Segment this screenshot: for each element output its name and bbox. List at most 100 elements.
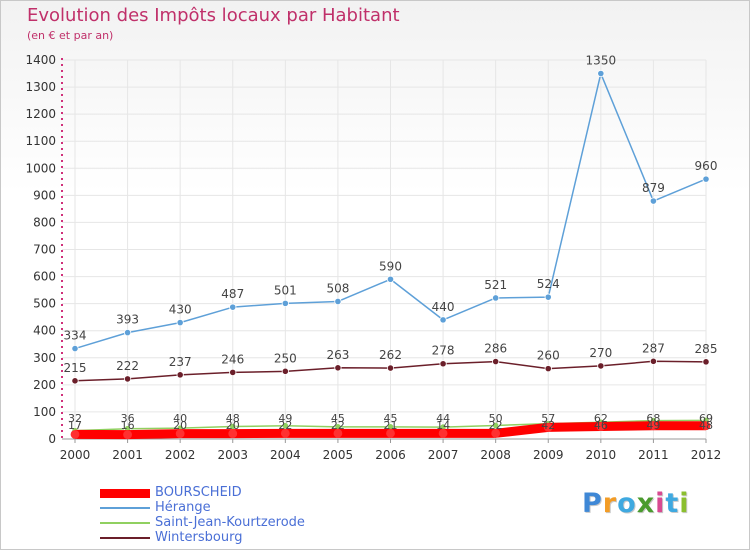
data-label: 278	[432, 344, 455, 358]
y-tick-label: 100	[33, 405, 56, 419]
data-label: 68	[646, 412, 660, 425]
data-point-h-range	[334, 297, 342, 306]
data-label: 62	[594, 412, 608, 425]
data-label: 334	[64, 329, 87, 343]
data-point-h-range	[281, 299, 289, 307]
data-point-wintersbourg	[649, 357, 658, 365]
legend-item: Saint-Jean-Kourtzerode	[100, 515, 420, 530]
x-tick-label: 2005	[323, 448, 354, 462]
data-point-h-range	[649, 197, 658, 205]
data-point-wintersbourg	[281, 367, 289, 375]
data-label: 250	[274, 351, 297, 365]
data-point-bourscheid	[596, 422, 606, 431]
y-tick-label: 1400	[25, 53, 56, 67]
data-label: 49	[278, 412, 292, 425]
data-label: 430	[169, 303, 192, 317]
legend-item: BOURSCHEID	[100, 485, 420, 500]
data-label: 69	[699, 412, 713, 425]
data-label: 36	[121, 412, 135, 425]
data-point-h-range	[176, 318, 184, 327]
data-label: 14	[436, 419, 450, 432]
data-point-wintersbourg	[439, 360, 447, 368]
data-label: 46	[594, 419, 608, 432]
data-label: 17	[68, 419, 82, 432]
data-point-bourscheid	[280, 428, 290, 438]
x-tick-label: 2004	[270, 448, 301, 462]
data-label: 22	[278, 419, 292, 432]
x-tick-label: 2001	[112, 448, 143, 462]
proxiti-logo: Proxiti	[582, 488, 690, 519]
data-label: 21	[384, 419, 398, 432]
data-point-bourscheid	[175, 429, 185, 438]
data-label: 215	[64, 361, 87, 375]
legend-swatch	[100, 489, 150, 498]
x-tick-label: 2003	[217, 448, 248, 462]
data-label: 270	[589, 346, 612, 360]
data-point-h-range	[702, 175, 710, 183]
data-label: 222	[116, 359, 139, 373]
y-tick-label: 500	[33, 297, 56, 311]
data-label: 590	[379, 259, 402, 273]
data-label: 260	[537, 349, 560, 363]
data-label: 440	[432, 300, 455, 314]
data-label: 42	[541, 419, 555, 432]
x-tick-label: 2009	[533, 448, 564, 462]
legend-label: Wintersbourg	[155, 530, 243, 545]
data-label: 57	[541, 412, 555, 425]
data-point-h-range	[439, 316, 447, 324]
data-label: 22	[489, 419, 503, 432]
y-tick-label: 1200	[25, 107, 56, 121]
data-point-bourscheid	[649, 421, 658, 431]
data-label: 521	[484, 278, 507, 292]
legend: BOURSCHEID Hérange Saint-Jean-Kourtzerode W…	[100, 485, 420, 545]
data-point-bourscheid	[491, 428, 501, 438]
x-tick-label: 2002	[165, 448, 196, 462]
data-point-bourscheid	[333, 428, 343, 438]
data-point-bourscheid	[438, 428, 448, 438]
y-tick-label: 900	[33, 188, 56, 202]
x-tick-label: 2000	[60, 448, 91, 462]
data-label: 50	[489, 412, 503, 425]
data-label: 393	[116, 313, 139, 327]
chart-title: Evolution des Impôts locaux par Habitant	[27, 5, 400, 26]
data-point-saint-jean-kourtzerode	[492, 421, 500, 430]
data-label: 246	[221, 352, 244, 366]
y-tick-label: 1000	[25, 161, 56, 175]
data-point-wintersbourg	[176, 371, 184, 379]
data-label: 16	[121, 419, 135, 432]
data-label: 32	[68, 412, 82, 425]
data-point-wintersbourg	[71, 377, 79, 385]
x-tick-label: 2012	[691, 448, 722, 462]
data-point-h-range	[123, 329, 132, 337]
data-label: 501	[274, 283, 297, 297]
data-label: 22	[331, 419, 345, 432]
chart-subtitle: (en € et par an)	[27, 29, 114, 42]
data-label: 287	[642, 341, 665, 355]
data-label: 487	[221, 287, 244, 301]
legend-swatch	[100, 507, 150, 509]
data-point-wintersbourg	[544, 365, 552, 373]
data-point-bourscheid	[386, 428, 395, 438]
data-point-wintersbourg	[597, 362, 605, 370]
legend-item: Hérange	[100, 500, 420, 515]
legend-label: BOURSCHEID	[155, 485, 242, 500]
legend-swatch	[100, 522, 150, 524]
data-label: 286	[484, 342, 507, 356]
data-label: 960	[695, 159, 718, 173]
data-point-wintersbourg	[702, 358, 710, 366]
y-tick-label: 300	[33, 351, 56, 365]
data-point-h-range	[597, 69, 605, 78]
data-label: 49	[646, 419, 660, 432]
y-tick-label: 1100	[25, 134, 56, 148]
y-tick-label: 200	[33, 378, 56, 392]
data-label: 879	[642, 181, 665, 195]
data-label: 45	[331, 412, 345, 425]
x-tick-label: 2011	[638, 448, 669, 462]
y-tick-label: 800	[33, 215, 56, 229]
x-tick-label: 2006	[375, 448, 406, 462]
x-tick-label: 2007	[428, 448, 459, 462]
data-label: 40	[173, 412, 187, 425]
y-tick-label: 400	[33, 324, 56, 338]
